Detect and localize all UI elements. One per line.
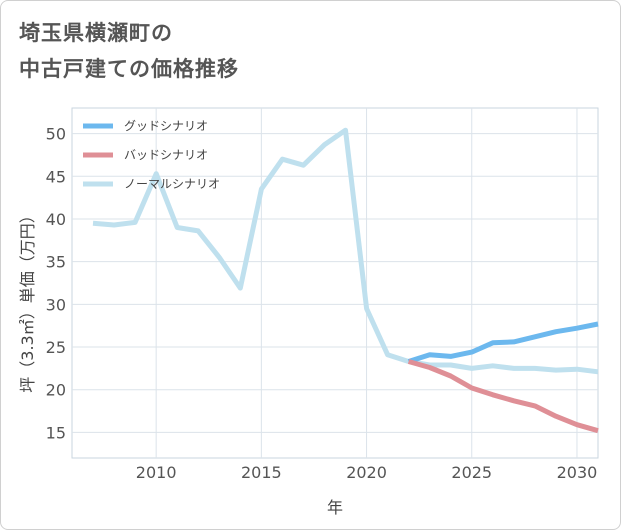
y-tick-label: 45 (46, 167, 66, 186)
legend-label: グッドシナリオ (124, 119, 208, 133)
x-tick-label: 2020 (346, 463, 387, 482)
y-tick-label: 40 (46, 210, 66, 229)
y-tick-labels: 15 20 25 30 35 40 45 50 (46, 125, 66, 443)
x-tick-label: 2010 (136, 463, 177, 482)
chart-title-line-1: 埼玉県横瀬町の (19, 21, 173, 45)
grid-lines (72, 108, 598, 458)
series-layer (92, 127, 599, 434)
y-tick-label: 15 (46, 423, 66, 442)
series-line-normal (92, 127, 599, 375)
y-tick-label: 25 (46, 338, 66, 357)
x-tick-label: 2015 (241, 463, 282, 482)
series-line-bad (407, 359, 599, 434)
y-tick-label: 30 (46, 295, 66, 314)
y-tick-label: 50 (46, 125, 66, 144)
legend-label: ノーマルシナリオ (124, 177, 220, 191)
x-tick-labels: 2010 2015 2020 2025 2030 (136, 463, 598, 482)
legend-label: バッドシナリオ (124, 148, 208, 162)
chart-title-line-2: 中古戸建ての価格推移 (19, 57, 239, 81)
x-tick-label: 2025 (451, 463, 492, 482)
y-tick-label: 20 (46, 381, 66, 400)
x-tick-label: 2030 (557, 463, 598, 482)
chart-title: 埼玉県横瀬町の 中古戸建ての価格推移 (19, 15, 239, 87)
y-tick-label: 35 (46, 253, 66, 272)
y-axis-label: 坪（3.3㎡）単価（万円） (18, 207, 37, 392)
series-line-good (407, 321, 599, 364)
x-axis-label: 年 (327, 498, 343, 517)
